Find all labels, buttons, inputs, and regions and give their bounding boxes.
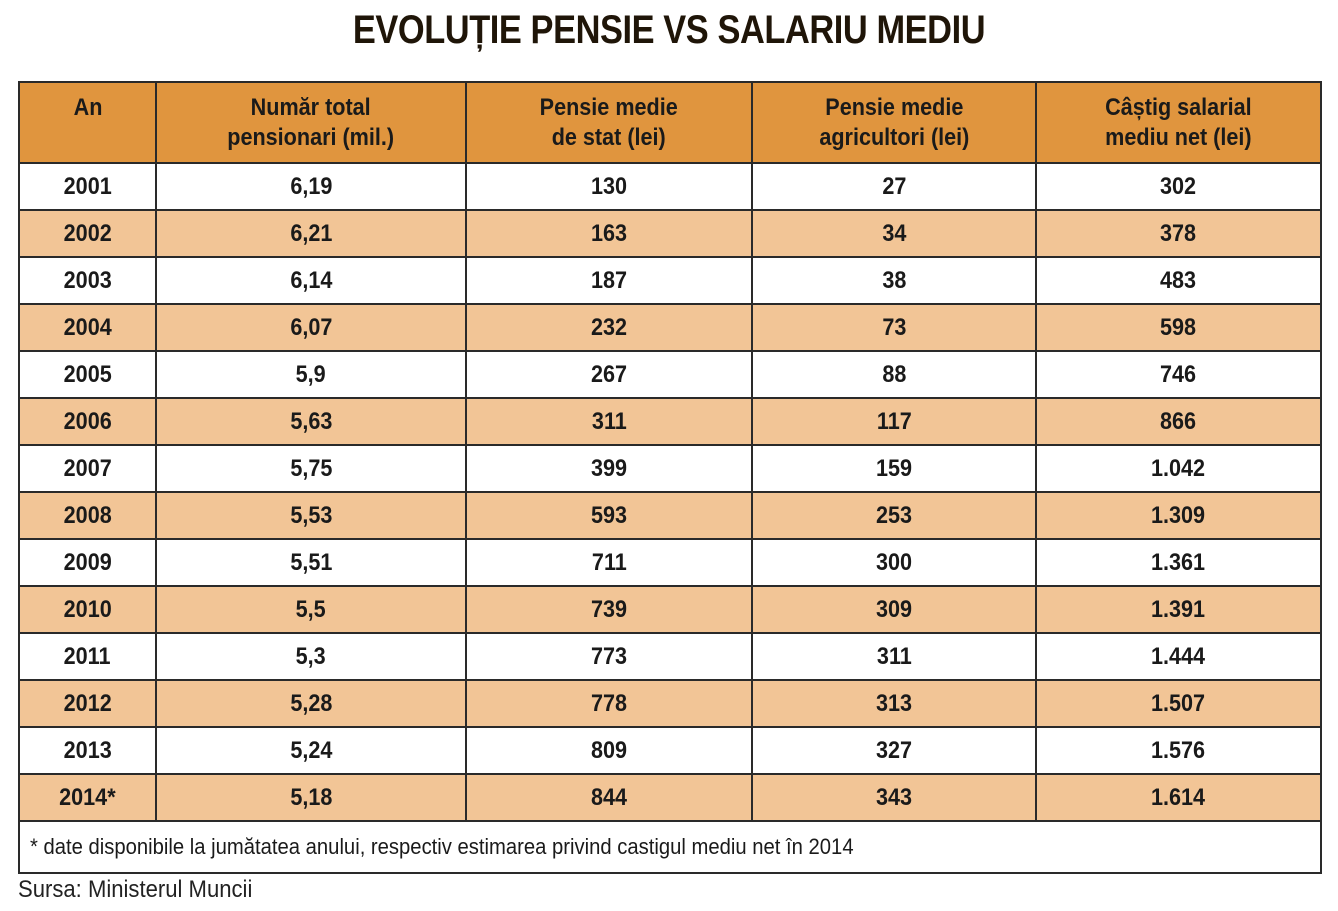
cell-net-salary: 378: [1035, 209, 1322, 258]
cell-state-pension: 130: [465, 162, 753, 211]
cell-pensioners: 6,14: [155, 256, 467, 305]
cell-year: 2004: [18, 303, 157, 352]
cell-year: 2008: [18, 491, 157, 540]
cell-state-pension: 773: [465, 632, 753, 681]
table-row: 2012 5,28 778 313 1.507: [18, 679, 1322, 728]
cell-farmer-pension: 117: [751, 397, 1037, 446]
header-total-pensioners: Număr total pensionari (mil.): [155, 81, 467, 164]
cell-net-salary: 1.507: [1035, 679, 1322, 728]
table-row: 2002 6,21 163 34 378: [18, 209, 1322, 258]
cell-pensioners: 6,21: [155, 209, 467, 258]
cell-net-salary: 1.614: [1035, 773, 1322, 822]
cell-year: 2005: [18, 350, 157, 399]
table-row: 2010 5,5 739 309 1.391: [18, 585, 1322, 634]
cell-year: 2013: [18, 726, 157, 775]
cell-net-salary: 302: [1035, 162, 1322, 211]
cell-pensioners: 5,5: [155, 585, 467, 634]
cell-farmer-pension: 343: [751, 773, 1037, 822]
cell-net-salary: 1.391: [1035, 585, 1322, 634]
table-row: 2009 5,51 711 300 1.361: [18, 538, 1322, 587]
header-net-salary: Câștig salarial mediu net (lei): [1035, 81, 1322, 164]
cell-year: 2014*: [18, 773, 157, 822]
table-row: 2008 5,53 593 253 1.309: [18, 491, 1322, 540]
cell-farmer-pension: 27: [751, 162, 1037, 211]
cell-farmer-pension: 327: [751, 726, 1037, 775]
cell-net-salary: 1.444: [1035, 632, 1322, 681]
cell-net-salary: 1.361: [1035, 538, 1322, 587]
cell-farmer-pension: 73: [751, 303, 1037, 352]
cell-net-salary: 598: [1035, 303, 1322, 352]
cell-farmer-pension: 309: [751, 585, 1037, 634]
cell-net-salary: 1.576: [1035, 726, 1322, 775]
cell-state-pension: 778: [465, 679, 753, 728]
cell-pensioners: 5,63: [155, 397, 467, 446]
cell-net-salary: 483: [1035, 256, 1322, 305]
cell-pensioners: 5,75: [155, 444, 467, 493]
cell-pensioners: 5,28: [155, 679, 467, 728]
cell-pensioners: 5,24: [155, 726, 467, 775]
table-row: 2001 6,19 130 27 302: [18, 162, 1322, 211]
cell-farmer-pension: 313: [751, 679, 1037, 728]
cell-year: 2011: [18, 632, 157, 681]
cell-farmer-pension: 38: [751, 256, 1037, 305]
cell-pensioners: 5,18: [155, 773, 467, 822]
cell-farmer-pension: 88: [751, 350, 1037, 399]
cell-net-salary: 866: [1035, 397, 1322, 446]
table-row: 2006 5,63 311 117 866: [18, 397, 1322, 446]
cell-year: 2007: [18, 444, 157, 493]
cell-state-pension: 232: [465, 303, 753, 352]
cell-state-pension: 739: [465, 585, 753, 634]
header-row: An Număr total pensionari (mil.) Pensie …: [18, 81, 1322, 164]
cell-state-pension: 809: [465, 726, 753, 775]
cell-year: 2009: [18, 538, 157, 587]
table-row: 2004 6,07 232 73 598: [18, 303, 1322, 352]
cell-year: 2010: [18, 585, 157, 634]
cell-farmer-pension: 311: [751, 632, 1037, 681]
footnote: * date disponibile la jumătatea anului, …: [18, 820, 1322, 874]
cell-state-pension: 399: [465, 444, 753, 493]
cell-pensioners: 6,07: [155, 303, 467, 352]
cell-state-pension: 267: [465, 350, 753, 399]
cell-year: 2006: [18, 397, 157, 446]
cell-pensioners: 5,51: [155, 538, 467, 587]
cell-state-pension: 311: [465, 397, 753, 446]
source-note: Sursa: Ministerul Muncii: [18, 876, 253, 903]
cell-farmer-pension: 159: [751, 444, 1037, 493]
header-year: An: [18, 81, 157, 164]
table-row: 2014* 5,18 844 343 1.614: [18, 773, 1322, 822]
cell-net-salary: 1.309: [1035, 491, 1322, 540]
cell-state-pension: 187: [465, 256, 753, 305]
table-row: 2007 5,75 399 159 1.042: [18, 444, 1322, 493]
cell-farmer-pension: 34: [751, 209, 1037, 258]
cell-net-salary: 1.042: [1035, 444, 1322, 493]
table-row: 2005 5,9 267 88 746: [18, 350, 1322, 399]
table-row: 2003 6,14 187 38 483: [18, 256, 1322, 305]
header-state-pension: Pensie medie de stat (lei): [465, 81, 753, 164]
cell-pensioners: 5,9: [155, 350, 467, 399]
cell-year: 2012: [18, 679, 157, 728]
cell-pensioners: 6,19: [155, 162, 467, 211]
cell-year: 2002: [18, 209, 157, 258]
cell-state-pension: 711: [465, 538, 753, 587]
data-table: An Număr total pensionari (mil.) Pensie …: [18, 81, 1322, 874]
cell-state-pension: 593: [465, 491, 753, 540]
header-farmer-pension: Pensie medie agricultori (lei): [751, 81, 1037, 164]
cell-state-pension: 844: [465, 773, 753, 822]
cell-farmer-pension: 253: [751, 491, 1037, 540]
table-row: 2011 5,3 773 311 1.444: [18, 632, 1322, 681]
table-row: 2013 5,24 809 327 1.576: [18, 726, 1322, 775]
page-title: EVOLUȚIE PENSIE VS SALARIU MEDIU: [352, 8, 986, 52]
cell-year: 2001: [18, 162, 157, 211]
cell-year: 2003: [18, 256, 157, 305]
cell-pensioners: 5,53: [155, 491, 467, 540]
cell-state-pension: 163: [465, 209, 753, 258]
cell-net-salary: 746: [1035, 350, 1322, 399]
cell-pensioners: 5,3: [155, 632, 467, 681]
footnote-row: * date disponibile la jumătatea anului, …: [18, 820, 1322, 874]
cell-farmer-pension: 300: [751, 538, 1037, 587]
